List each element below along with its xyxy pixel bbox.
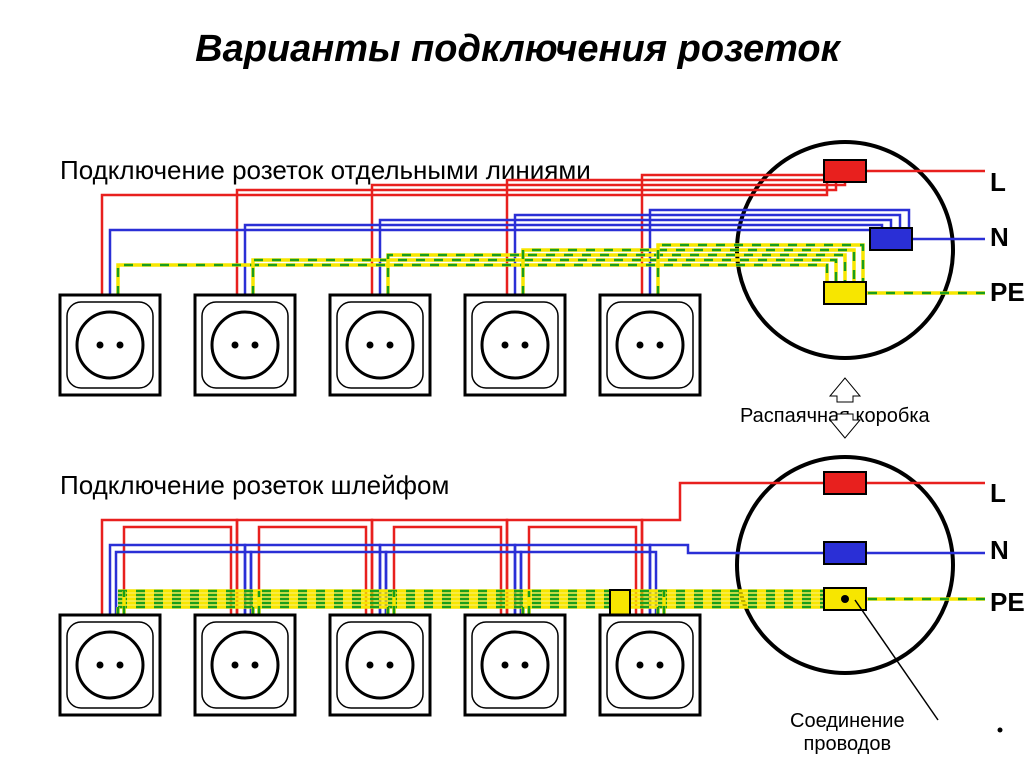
diagram-svg [0,0,1035,777]
diagram-canvas: Варианты подключения розеток Подключение… [0,0,1035,777]
